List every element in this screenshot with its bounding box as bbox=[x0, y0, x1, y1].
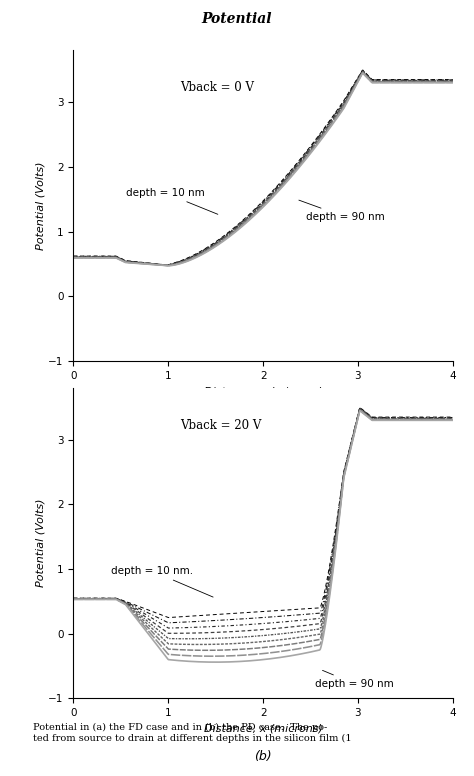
X-axis label: Distance, x (microns): Distance, x (microns) bbox=[204, 724, 322, 733]
X-axis label: Distance, x (microns): Distance, x (microns) bbox=[204, 386, 322, 396]
Y-axis label: Potential (Volts): Potential (Volts) bbox=[36, 161, 46, 250]
Y-axis label: Potential (Volts): Potential (Volts) bbox=[36, 499, 46, 587]
Text: depth = 10 nm.: depth = 10 nm. bbox=[111, 566, 213, 597]
Text: depth = 90 nm: depth = 90 nm bbox=[315, 670, 394, 689]
Text: Potential: Potential bbox=[202, 12, 272, 26]
Text: (a): (a) bbox=[255, 413, 272, 426]
Text: (b): (b) bbox=[254, 750, 272, 764]
Text: Vback = 0 V: Vback = 0 V bbox=[180, 81, 254, 95]
Text: Potential in (a) the FD case and in (b) the PD case.  The po-
ted from source to: Potential in (a) the FD case and in (b) … bbox=[33, 723, 352, 743]
Text: Vback = 20 V: Vback = 20 V bbox=[180, 419, 261, 432]
Text: depth = 90 nm: depth = 90 nm bbox=[299, 200, 384, 222]
Text: depth = 10 nm: depth = 10 nm bbox=[126, 188, 218, 214]
